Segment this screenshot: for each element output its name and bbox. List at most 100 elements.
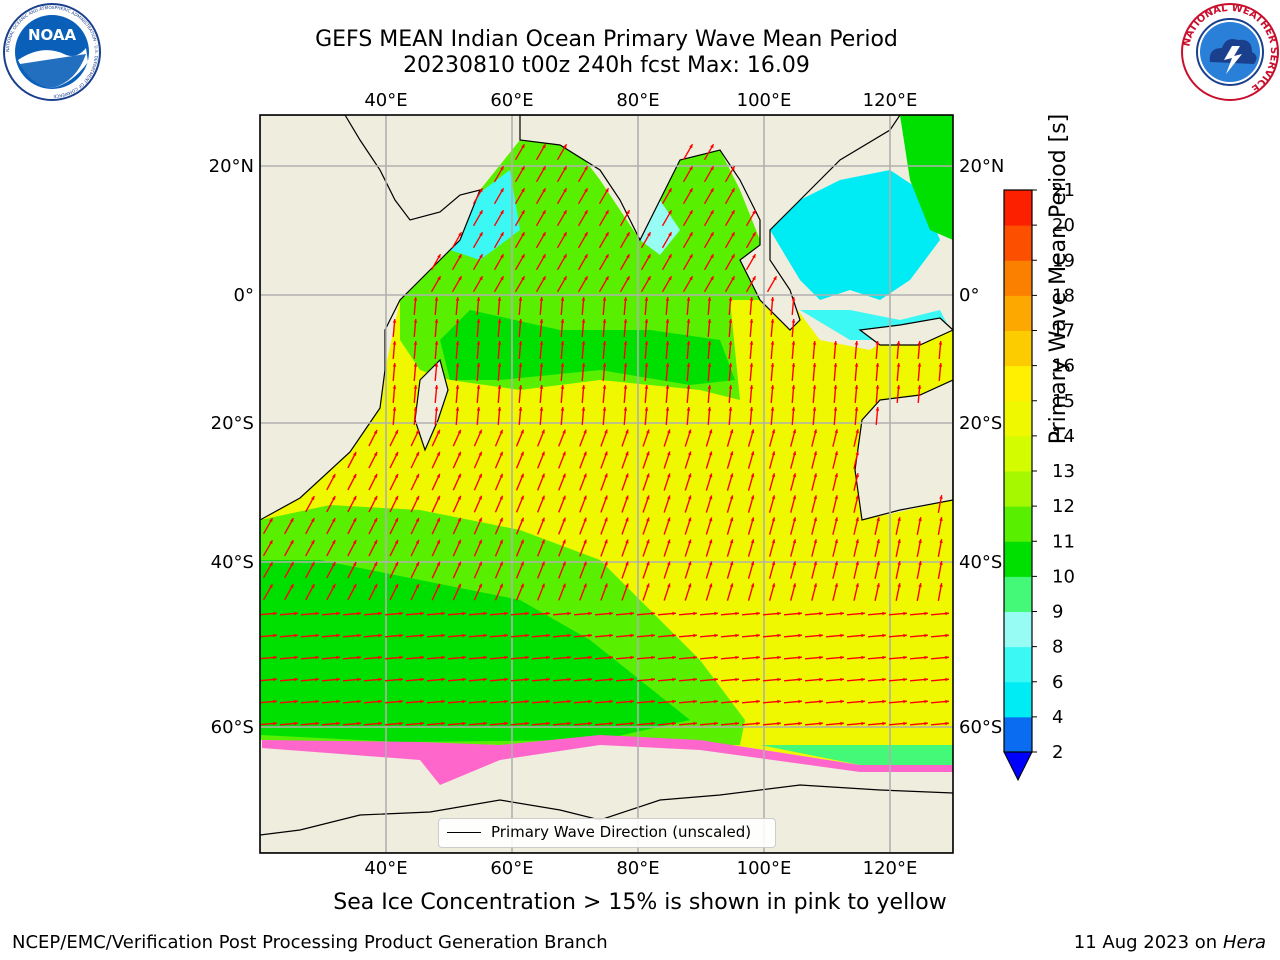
wave-arrow-head	[687, 517, 692, 522]
wave-arrow-head	[924, 633, 928, 638]
wave-arrow-head	[518, 319, 523, 323]
wave-arrow-head	[771, 517, 776, 522]
wave-arrow-head	[436, 495, 440, 500]
wave-arrow-head	[602, 407, 607, 411]
wave-arrow-head	[834, 451, 839, 456]
wave-arrow-head	[644, 385, 649, 389]
wave-arrow-head	[311, 518, 315, 523]
lon-tick-top: 80°E	[616, 90, 659, 111]
wave-arrow-head	[604, 451, 608, 456]
wave-arrow-head	[436, 429, 440, 434]
wave-arrow-head	[504, 633, 508, 638]
wave-arrow-head	[273, 699, 277, 704]
wave-arrow-head	[609, 655, 613, 660]
africa-arabia-land	[260, 115, 481, 521]
wave-arrow-head	[352, 540, 357, 545]
wave-arrow-head	[525, 633, 529, 638]
wave-arrow-head	[504, 655, 508, 660]
wave-arrow-head	[813, 473, 818, 478]
wave-arrow-head	[708, 495, 713, 500]
wave-arrow-head	[392, 319, 397, 323]
wave-arrow-head	[861, 699, 865, 704]
wave-arrow-head	[945, 611, 949, 616]
wave-arrow-head	[855, 517, 859, 522]
wave-arrow-head	[290, 584, 294, 589]
wave-arrow-head	[541, 495, 545, 500]
wave-arrow-head	[499, 539, 503, 544]
wave-arrow-head	[415, 473, 419, 478]
wave-arrow-head	[336, 699, 340, 704]
wave-arrow-head	[735, 677, 739, 682]
colorbar-segment	[1004, 400, 1032, 437]
wave-arrow-head	[770, 319, 775, 323]
wave-arrow-head	[708, 517, 713, 522]
lon-tick-bottom: 100°E	[737, 858, 792, 879]
wave-arrow-head	[625, 539, 629, 544]
wave-arrow-head	[609, 633, 613, 638]
wave-arrow-head	[687, 539, 692, 544]
wave-arrow-head	[315, 633, 319, 638]
wave-arrow-head	[924, 721, 928, 726]
wave-arrow-head	[861, 655, 865, 660]
wave-arrow-head	[777, 633, 781, 638]
wave-arrow-head	[756, 655, 760, 660]
wave-arrow-head	[546, 699, 550, 704]
wave-arrow-head	[752, 232, 756, 237]
wave-arrow-head	[546, 611, 550, 616]
wave-arrow-head	[560, 297, 565, 301]
wave-arrow-head	[352, 562, 357, 567]
lat-tick-right: 60°S	[959, 717, 1002, 738]
wave-arrow-head	[686, 297, 691, 301]
wave-arrow-head	[792, 473, 797, 478]
wave-arrow-head	[833, 407, 838, 411]
wave-arrow-head	[666, 539, 671, 544]
colorbar-segment	[1004, 611, 1032, 648]
wave-arrow-head	[604, 561, 608, 566]
wave-arrow-head	[525, 721, 529, 726]
wave-arrow-head	[294, 699, 298, 704]
arabian-sea-cyan	[450, 170, 520, 260]
wave-arrow-head	[584, 254, 588, 259]
wave-arrow-head	[541, 561, 545, 566]
wave-arrow-head	[651, 655, 655, 660]
wave-arrow-head	[668, 254, 672, 259]
wave-arrow-head	[672, 721, 676, 726]
wave-arrow-head	[436, 539, 440, 544]
wave-arrow-head	[458, 254, 462, 259]
wave-arrow-head	[478, 473, 482, 478]
wave-arrow-head	[520, 429, 524, 434]
wave-arrow-head	[504, 677, 508, 682]
wave-arrow-head	[756, 721, 760, 726]
wave-arrow-head	[777, 721, 781, 726]
colorbar-segment	[1004, 260, 1032, 296]
wave-arrow-head	[924, 677, 928, 682]
wave-arrow-head	[945, 633, 949, 638]
wave-arrow-head	[626, 254, 630, 259]
colorbar-tick-label: 4	[1052, 707, 1063, 728]
wave-arrow-head	[588, 699, 592, 704]
colorbar-segment	[1004, 225, 1032, 261]
wave-arrow-head	[735, 699, 739, 704]
wave-arrow-head	[710, 276, 714, 281]
wave-arrow-head	[581, 341, 586, 345]
wave-arrow-head	[584, 276, 588, 281]
wave-arrow-head	[604, 473, 608, 478]
wave-arrow-head	[792, 561, 797, 566]
wave-arrow-head	[399, 677, 403, 682]
wave-arrow-head	[269, 518, 273, 523]
wave-arrow-head	[644, 297, 649, 301]
wave-arrow-head	[497, 319, 502, 323]
wave-arrow-head	[413, 407, 418, 411]
wave-arrow-head	[394, 495, 399, 500]
wave-arrow-head	[625, 583, 629, 588]
wave-arrow-head	[625, 451, 629, 456]
wave-arrow-head	[476, 385, 481, 389]
wave-arrow-head	[394, 473, 399, 478]
wave-arrow-head	[749, 341, 754, 345]
colorbar-tick-label: 20	[1052, 215, 1075, 236]
colorbar-tick-label: 21	[1052, 180, 1075, 201]
wave-arrow-head	[562, 561, 566, 566]
wave-arrow-head	[394, 451, 399, 456]
wave-arrow-head	[462, 655, 466, 660]
wave-arrow-head	[710, 210, 714, 215]
